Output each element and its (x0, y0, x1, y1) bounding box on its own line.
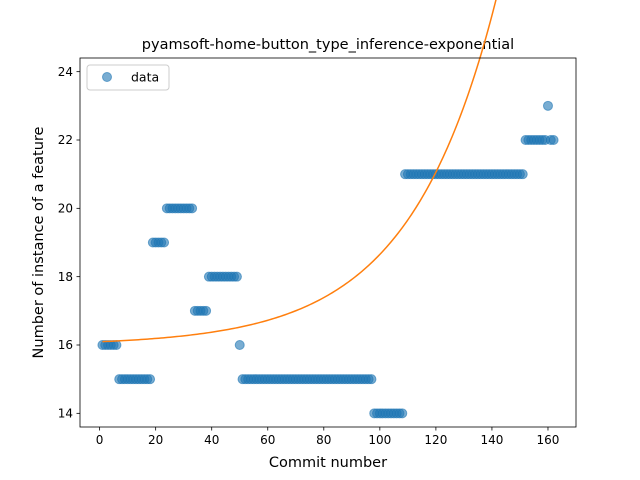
data-point (234, 340, 245, 350)
x-tick-label: 0 (96, 433, 104, 447)
data-point (231, 271, 242, 282)
legend-label-data: data (131, 70, 159, 85)
plot-frame (79, 57, 577, 428)
chart-title: pyamsoft-home-button_type_inference-expo… (142, 37, 514, 53)
x-tick-label: 160 (537, 433, 560, 447)
data-point (159, 237, 170, 248)
data-point (145, 374, 156, 385)
x-tick-label: 20 (148, 433, 163, 447)
y-axis-ticks: 14 16 18 20 22 24 (58, 65, 80, 421)
x-axis-ticks: 0 20 40 60 80 100 120 140 160 (96, 427, 560, 447)
data-point (397, 408, 408, 419)
legend-box (86, 64, 170, 91)
legend: data (86, 64, 170, 91)
x-tick-label: 60 (260, 433, 275, 447)
y-tick-label: 22 (58, 133, 73, 147)
data-point (548, 135, 559, 145)
x-tick-label: 100 (368, 433, 391, 447)
x-tick-label: 120 (424, 433, 447, 447)
x-tick-label: 40 (204, 433, 219, 447)
data-point (517, 169, 528, 180)
x-tick-label: 80 (316, 433, 331, 447)
data-marks (97, 100, 559, 419)
x-tick-label: 140 (480, 433, 503, 447)
data-point (366, 374, 377, 385)
data-point (187, 203, 198, 214)
data-point (201, 305, 212, 316)
x-axis-label: Commit number (269, 455, 387, 471)
y-tick-label: 16 (58, 338, 73, 352)
y-tick-label: 18 (58, 270, 73, 284)
plot-area (79, 0, 577, 428)
data-point (542, 100, 553, 111)
y-tick-label: 24 (58, 65, 73, 79)
y-axis-label: Number of instance of a feature (31, 126, 47, 358)
legend-marker-data (102, 72, 112, 82)
y-tick-label: 14 (58, 407, 73, 421)
fit-curve (102, 0, 497, 343)
y-tick-label: 20 (58, 202, 73, 216)
